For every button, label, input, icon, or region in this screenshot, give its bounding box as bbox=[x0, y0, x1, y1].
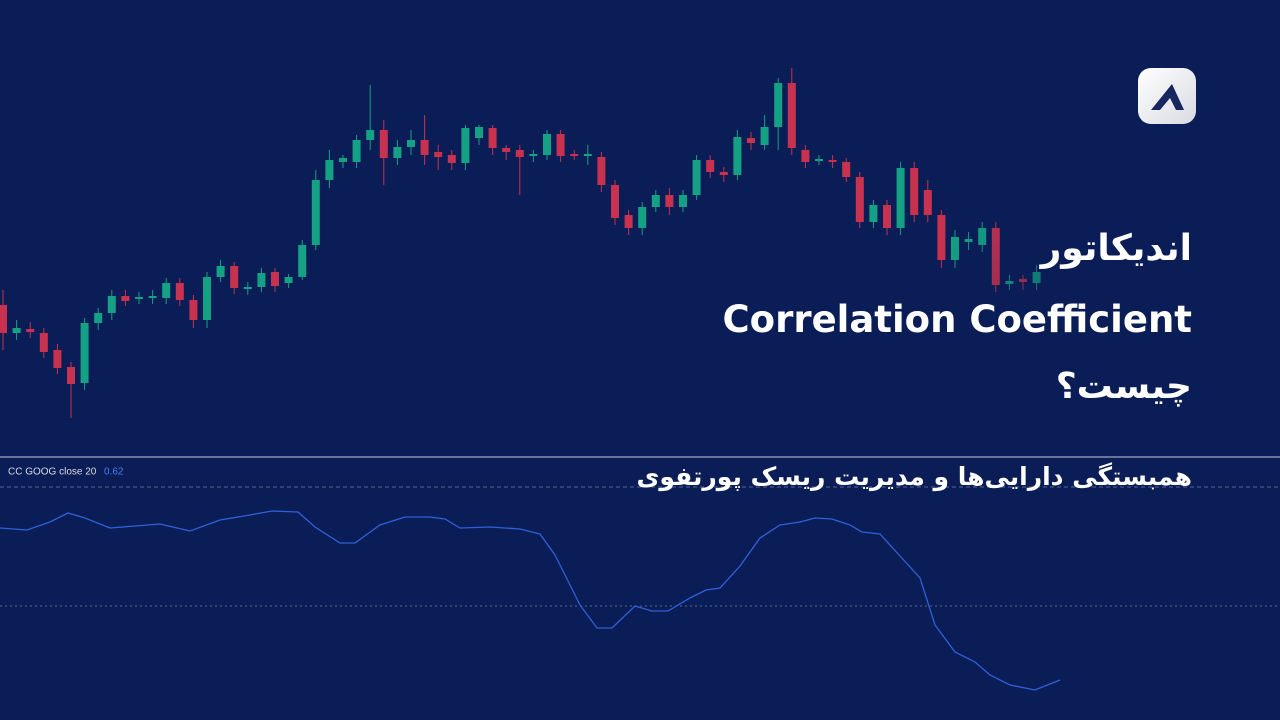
candle-body bbox=[583, 154, 592, 156]
candle-body bbox=[271, 272, 279, 286]
candle-body bbox=[26, 329, 35, 332]
candle-body bbox=[339, 158, 347, 162]
title-line: چیست؟ bbox=[1055, 366, 1192, 407]
candle-body bbox=[216, 266, 225, 277]
logo-mark bbox=[1151, 84, 1184, 110]
candle-body bbox=[311, 180, 320, 245]
candle-body bbox=[298, 245, 307, 277]
candle-body bbox=[393, 147, 402, 158]
candle-body bbox=[488, 128, 497, 148]
candle-body bbox=[0, 305, 7, 333]
candle-body bbox=[189, 300, 198, 320]
candle-body bbox=[325, 160, 334, 180]
candle-body bbox=[162, 283, 171, 298]
title-line: اندیکاتور bbox=[1040, 228, 1192, 269]
candle-body bbox=[502, 148, 511, 152]
candle-body bbox=[556, 134, 565, 156]
candle-body bbox=[39, 333, 48, 352]
candle-body bbox=[407, 140, 415, 147]
candle-body bbox=[67, 367, 75, 384]
candle-body bbox=[434, 152, 443, 157]
candle-body bbox=[515, 150, 524, 157]
candle-body bbox=[379, 130, 388, 158]
subtitle: همبستگی دارایی‌ها و مدیریت ریسک پورتفوی bbox=[636, 462, 1192, 491]
candle-body bbox=[475, 127, 483, 138]
candle-body bbox=[135, 297, 143, 299]
candle-body bbox=[80, 323, 89, 383]
candle-body bbox=[447, 155, 456, 163]
candle-body bbox=[284, 277, 293, 283]
correlation-line bbox=[0, 510, 1061, 691]
candle-body bbox=[570, 154, 579, 156]
candle-body bbox=[420, 140, 429, 155]
candle-body bbox=[257, 273, 266, 287]
candle-body bbox=[121, 296, 130, 301]
candle-body bbox=[529, 154, 538, 156]
candle-body bbox=[230, 266, 239, 288]
candle-body bbox=[461, 128, 470, 163]
candle-body bbox=[175, 283, 184, 300]
candle-body bbox=[366, 130, 375, 140]
candle-body bbox=[352, 140, 361, 162]
candle-body bbox=[203, 277, 211, 320]
indicator-value: 0.62 bbox=[104, 467, 124, 478]
candle-body bbox=[94, 313, 103, 323]
candle-body bbox=[12, 328, 21, 333]
indicator-label: CC GOOG close 20 bbox=[8, 467, 97, 478]
candle-body bbox=[53, 350, 62, 368]
title-line: Correlation Coefficient bbox=[722, 298, 1193, 341]
candle-body bbox=[543, 134, 551, 155]
candle-body bbox=[148, 296, 157, 298]
candle-body bbox=[243, 287, 252, 289]
candle-body bbox=[107, 296, 116, 313]
